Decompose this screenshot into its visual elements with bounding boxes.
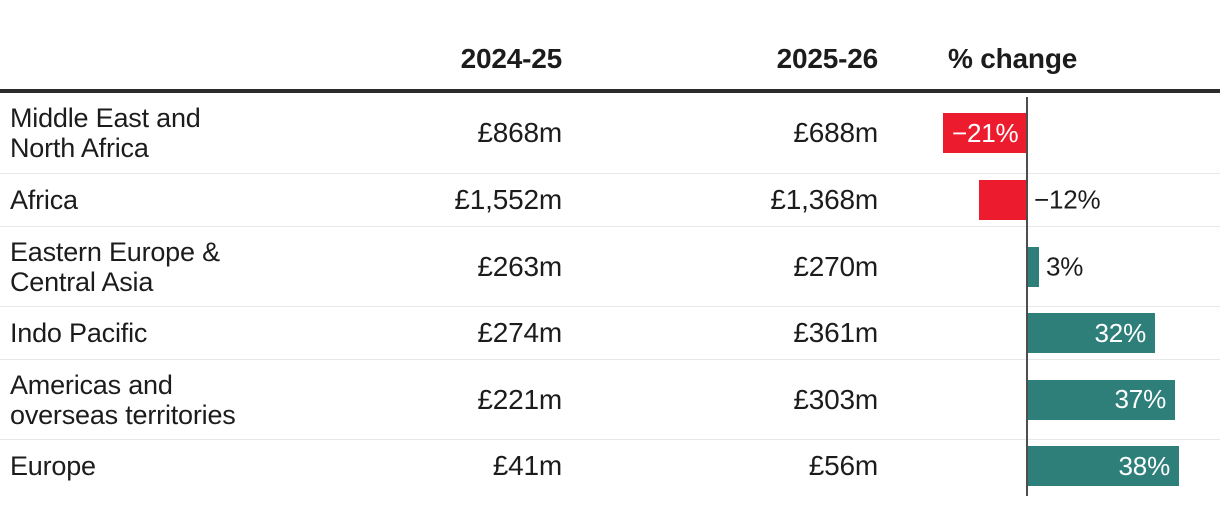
change-bar-cell: 3%	[878, 227, 1220, 306]
value-2025-26: £303m	[793, 383, 878, 415]
value-2024-25: £41m	[492, 450, 562, 481]
change-bar	[1027, 246, 1039, 287]
value-2024-25: £1,552m	[454, 184, 562, 215]
region-label: Americas and overseas territories	[0, 370, 370, 430]
change-value-label: −21%	[952, 117, 1019, 148]
table-header: 2024-25 2025-26 % change	[0, 0, 1220, 93]
change-bar-cell: −21%	[878, 93, 1220, 173]
value-2024-25: £868m	[477, 117, 562, 148]
value-2025-26: £270m	[793, 250, 878, 282]
value-2025-26: £688m	[793, 117, 878, 148]
change-bar: 32%	[1027, 313, 1155, 353]
column-header-pct-change: % change	[948, 43, 1078, 74]
value-2025-26: £361m	[793, 317, 878, 348]
value-2024-25: £263m	[477, 250, 562, 282]
change-value-label: 38%	[1118, 450, 1171, 481]
change-value-label: 37%	[1114, 384, 1167, 414]
region-label-line: Middle East and	[10, 103, 201, 133]
region-label-line: Central Asia	[10, 266, 154, 297]
region-label-line: overseas territories	[10, 399, 236, 430]
value-2025-26: £56m	[808, 450, 878, 481]
column-header-2024-25: 2024-25	[460, 43, 563, 74]
change-bar-cell: 38%	[878, 440, 1220, 492]
table-row: Africa £1,552m £1,368m −12%	[0, 173, 1220, 226]
region-label-line: Europe	[10, 451, 96, 481]
table-row: Middle East and North Africa £868m £688m −21…	[0, 93, 1220, 173]
change-bar: 37%	[1027, 379, 1175, 420]
region-label-line: North Africa	[10, 133, 149, 163]
change-value-label: 3%	[1046, 251, 1084, 281]
region-label-line: Americas and	[10, 369, 173, 400]
value-2024-25: £274m	[477, 317, 562, 348]
change-bar-cell: 32%	[878, 307, 1220, 359]
value-2025-26: £1,368m	[770, 184, 878, 215]
table-row: Europe £41m £56m 38%	[0, 439, 1220, 492]
column-header-2025-26: 2025-26	[776, 43, 879, 74]
region-label-line: Eastern Europe &	[10, 236, 220, 267]
value-2024-25: £221m	[477, 383, 562, 415]
region-label: Indo Pacific	[0, 318, 370, 348]
region-label: Middle East and North Africa	[0, 103, 370, 163]
region-label-line: Africa	[10, 185, 78, 215]
change-bar	[979, 180, 1027, 220]
region-label: Eastern Europe & Central Asia	[0, 237, 370, 297]
table-body: Middle East and North Africa £868m £688m −21…	[0, 93, 1220, 492]
region-label-line: Indo Pacific	[10, 318, 148, 348]
change-value-label: −12%	[1034, 184, 1101, 215]
region-label: Africa	[0, 185, 370, 215]
table-row: Eastern Europe & Central Asia £263m £270m 3%	[0, 226, 1220, 306]
table-row: Indo Pacific £274m £361m 32%	[0, 306, 1220, 359]
change-bar-cell: 37%	[878, 360, 1220, 439]
change-bar-cell: −12%	[878, 174, 1220, 226]
region-label: Europe	[0, 451, 370, 481]
change-bar: −21%	[943, 113, 1027, 153]
column-header-region	[0, 75, 370, 89]
change-bar: 38%	[1027, 446, 1179, 486]
change-value-label: 32%	[1094, 317, 1147, 348]
zero-axis-line	[1026, 97, 1028, 496]
table-row: Americas and overseas territories £221m £30…	[0, 359, 1220, 439]
